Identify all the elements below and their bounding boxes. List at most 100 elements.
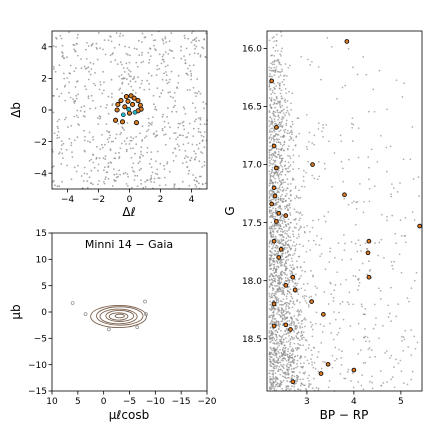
field-star — [365, 340, 367, 343]
field-star — [311, 174, 314, 177]
field-star — [268, 210, 271, 213]
field-star — [309, 64, 312, 66]
field-star — [150, 181, 153, 183]
field-star — [268, 137, 271, 140]
field-star — [336, 333, 339, 336]
field-star — [57, 130, 60, 133]
field-star — [284, 373, 287, 376]
field-star — [56, 125, 59, 128]
field-star — [93, 166, 96, 169]
field-star — [289, 214, 292, 216]
field-star — [68, 137, 71, 140]
field-star — [287, 311, 290, 313]
field-star — [285, 119, 288, 122]
field-star — [283, 165, 286, 168]
member-star — [133, 120, 140, 126]
field-star — [301, 334, 303, 337]
field-star — [281, 258, 284, 261]
field-star — [271, 123, 273, 126]
field-star — [55, 45, 57, 48]
field-star — [288, 389, 291, 391]
field-star — [279, 71, 282, 73]
field-star — [399, 359, 402, 362]
field-star — [106, 104, 108, 106]
field-star — [272, 367, 275, 370]
field-star — [278, 155, 281, 158]
field-star — [279, 164, 282, 167]
field-star — [275, 102, 278, 105]
field-star — [295, 227, 297, 229]
field-star — [311, 142, 314, 144]
field-star — [158, 177, 161, 180]
field-star — [284, 244, 287, 247]
field-star — [283, 74, 286, 77]
field-star — [269, 296, 272, 299]
field-star — [198, 39, 200, 42]
field-star — [203, 131, 206, 133]
field-star — [276, 153, 279, 156]
field-star — [114, 152, 117, 155]
field-star — [336, 271, 339, 274]
field-star — [152, 94, 155, 97]
field-star — [298, 311, 300, 313]
field-star — [301, 319, 304, 322]
field-star — [281, 104, 284, 107]
field-star — [119, 32, 122, 35]
field-star — [276, 182, 279, 184]
field-star — [270, 209, 273, 212]
field-star — [132, 89, 134, 92]
member-star — [137, 102, 143, 108]
field-star — [289, 183, 292, 185]
field-star — [132, 137, 135, 140]
field-star — [287, 370, 290, 373]
field-star — [292, 323, 295, 326]
field-star — [149, 55, 152, 57]
field-star — [276, 189, 279, 192]
field-star — [185, 161, 188, 164]
field-star — [277, 311, 279, 313]
field-star — [357, 289, 359, 291]
field-star — [83, 166, 86, 169]
field-star — [289, 131, 292, 133]
field-star — [273, 69, 275, 72]
field-star — [156, 173, 159, 176]
field-star — [61, 152, 64, 155]
field-star — [274, 278, 277, 280]
field-star — [345, 278, 348, 281]
field-star — [395, 315, 398, 318]
field-star — [410, 378, 413, 381]
field-star — [287, 290, 289, 293]
field-star — [268, 264, 271, 267]
field-star — [59, 34, 62, 37]
member-star — [417, 223, 423, 229]
field-star — [52, 165, 55, 168]
field-star — [282, 243, 284, 245]
field-star — [80, 175, 83, 177]
field-star — [286, 316, 289, 319]
field-star — [305, 250, 308, 253]
y-tick-label: −15 — [28, 387, 47, 397]
field-star — [282, 181, 285, 184]
field-star — [349, 325, 352, 327]
field-star — [293, 359, 296, 361]
field-star — [278, 344, 280, 347]
field-star — [272, 211, 275, 214]
field-star — [403, 235, 406, 237]
field-star — [280, 253, 283, 256]
field-star — [130, 156, 133, 159]
field-star — [298, 277, 301, 280]
field-star — [275, 338, 278, 341]
field-star — [294, 278, 296, 281]
field-star — [140, 179, 142, 182]
field-star — [297, 293, 300, 296]
field-star — [289, 345, 291, 348]
field-star — [268, 279, 271, 282]
field-star — [277, 322, 280, 325]
field-star — [56, 88, 58, 90]
field-star — [270, 330, 273, 333]
field-star — [268, 292, 271, 295]
field-star — [191, 39, 194, 42]
field-star — [107, 166, 110, 169]
field-star — [273, 134, 276, 137]
field-star — [69, 96, 72, 99]
